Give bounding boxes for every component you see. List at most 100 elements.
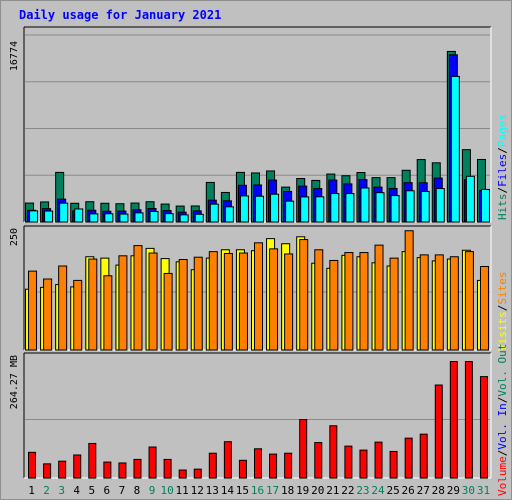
sites-bar-day-6 (103, 275, 113, 351)
volume-bar-day-13 (208, 452, 217, 479)
x-tick-label-day-20: 20 (311, 484, 324, 497)
volume-bar-day-12 (193, 468, 202, 479)
pages-bar-day-22 (345, 193, 355, 223)
pages-bar-day-5 (89, 213, 99, 223)
pages-bar-day-6 (104, 213, 114, 223)
sites-bar-day-9 (148, 252, 158, 351)
pages-bar-day-3 (59, 202, 69, 223)
x-tick-label-day-27: 27 (417, 484, 430, 497)
legend-separator: / (496, 450, 509, 457)
legend-sites: Sites (496, 272, 509, 305)
pages-bar-day-25 (390, 195, 400, 223)
sites-bar-day-7 (118, 255, 128, 351)
sites-bar-day-30 (464, 251, 474, 351)
pages-bar-day-28 (435, 188, 445, 223)
pages-bar-day-19 (300, 196, 310, 223)
x-tick-label-day-29: 29 (447, 484, 460, 497)
sites-bar-day-31 (479, 265, 489, 351)
legend-separator: / (496, 397, 509, 404)
middle-legend: Visits/Sites (496, 272, 509, 352)
sites-bar-day-4 (73, 279, 83, 351)
sites-bar-day-2 (43, 278, 53, 351)
volume-bar-day-23 (359, 449, 368, 479)
bottom-legend: Volume/Vol. In/Vol. Out (496, 344, 509, 496)
legend-hits: Hits (496, 194, 509, 221)
x-tick-label-day-4: 4 (73, 484, 80, 497)
volume-bar-day-14 (223, 441, 232, 479)
x-tick-label-day-28: 28 (432, 484, 445, 497)
volume-bar-day-5 (88, 442, 97, 479)
volume-bar-day-4 (73, 454, 82, 479)
sites-bar-day-1 (28, 270, 38, 351)
top-legend: Hits/Files/Pages (496, 114, 509, 220)
x-tick-label-day-22: 22 (341, 484, 354, 497)
pages-bar-day-26 (405, 190, 415, 223)
x-tick-label-day-15: 15 (236, 484, 249, 497)
sites-bar-day-19 (299, 239, 309, 351)
bottom-ymax-label: 264.27 MB (9, 355, 20, 409)
volume-bar-day-1 (28, 451, 37, 479)
volume-bar-day-10 (163, 458, 172, 479)
pages-bar-day-4 (74, 208, 84, 223)
legend-visits: Visits (496, 311, 509, 351)
x-tick-label-day-21: 21 (326, 484, 339, 497)
pages-bar-day-27 (420, 190, 430, 223)
sites-bar-day-13 (208, 251, 218, 351)
x-tick-label-day-8: 8 (134, 484, 141, 497)
volume-bar-day-29 (449, 361, 458, 479)
pages-bar-day-12 (194, 213, 204, 223)
volume-bar-day-6 (103, 461, 112, 479)
x-tick-label-day-9: 9 (149, 484, 156, 497)
volume-bar-day-24 (374, 441, 383, 479)
x-tick-label-day-6: 6 (104, 484, 111, 497)
pages-bar-day-23 (360, 187, 370, 223)
legend-separator: / (496, 305, 509, 312)
legend-vol-out: Vol. Out (496, 344, 509, 397)
chart-title: Daily usage for January 2021 (19, 8, 222, 22)
volume-bar-day-20 (314, 442, 323, 479)
sites-bar-day-3 (58, 265, 68, 351)
legend-separator: / (496, 187, 509, 194)
volume-bar-day-16 (254, 448, 262, 479)
pages-bar-day-24 (375, 192, 385, 223)
volume-bar-day-18 (284, 452, 293, 479)
x-tick-label-day-13: 13 (206, 484, 219, 497)
pages-bar-day-11 (179, 214, 189, 223)
sites-bar-day-12 (193, 256, 203, 351)
volume-bar-day-30 (464, 361, 473, 479)
x-tick-label-day-5: 5 (88, 484, 95, 497)
x-tick-label-day-18: 18 (281, 484, 294, 497)
top-ymax-label: 16774 (9, 41, 20, 71)
x-tick-label-day-24: 24 (371, 484, 385, 497)
pages-bar-day-14 (224, 206, 234, 223)
volume-bar-day-7 (118, 462, 127, 479)
volume-bar-day-2 (43, 463, 52, 479)
x-tick-label-day-1: 1 (28, 484, 35, 497)
sites-bar-day-24 (374, 244, 384, 351)
volume-bar-day-19 (299, 419, 308, 479)
pages-bar-day-9 (149, 211, 159, 223)
x-tick-label-day-2: 2 (43, 484, 50, 497)
pages-bar-day-7 (119, 213, 129, 223)
pages-bar-day-30 (465, 175, 475, 223)
pages-bar-day-31 (480, 188, 490, 223)
x-tick-label-day-14: 14 (221, 484, 235, 497)
legend-volume: Volume (496, 456, 509, 496)
pages-bar-day-20 (315, 196, 325, 223)
volume-bar-day-11 (178, 469, 187, 479)
legend-separator: / (496, 147, 509, 154)
sites-bar-day-29 (449, 256, 459, 351)
sites-bar-day-27 (419, 254, 429, 351)
pages-bar-day-2 (44, 210, 54, 223)
volume-bar-day-8 (133, 458, 142, 479)
volume-bar-day-21 (329, 425, 338, 479)
pages-bar-day-18 (285, 200, 295, 223)
x-tick-label-day-11: 11 (176, 484, 189, 497)
sites-bar-day-20 (314, 249, 324, 351)
middle-ymax-label: 250 (9, 228, 20, 246)
x-tick-label-day-31: 31 (477, 484, 490, 497)
pages-bar-day-13 (209, 203, 219, 223)
x-tick-label-day-25: 25 (386, 484, 399, 497)
